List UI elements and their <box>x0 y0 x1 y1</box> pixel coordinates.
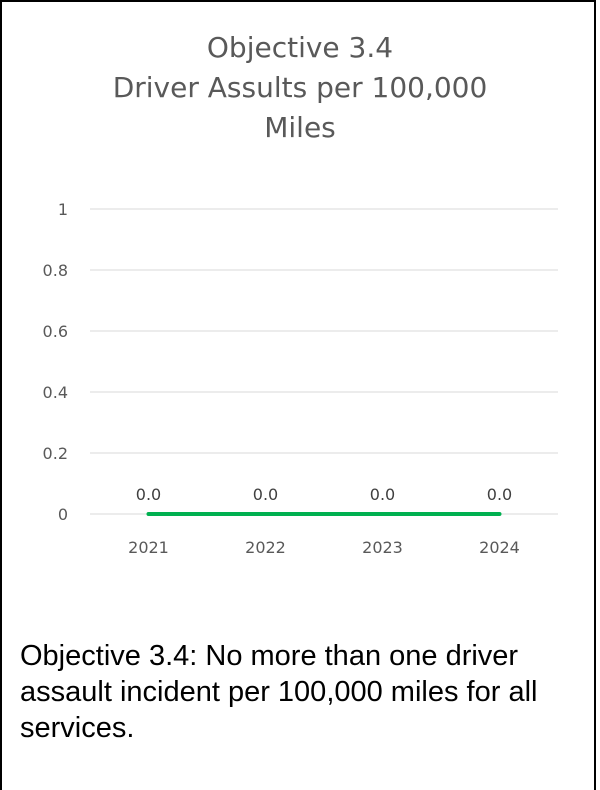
line-chart: 0 0.2 0.4 0.6 0.8 1 2021 2022 2023 2024 0.0 0.0 0.0 0… <box>43 200 558 557</box>
y-tick-label-0: 0 <box>58 505 68 524</box>
y-tick-label-2: 0.4 <box>43 383 68 402</box>
x-tick-label-3: 2024 <box>479 538 520 557</box>
data-point-3 <box>498 512 501 516</box>
data-label-2: 0.0 <box>370 485 395 504</box>
chart-title-line-2: Driver Assults per 100,000 <box>112 71 488 104</box>
data-label-0: 0.0 <box>136 485 161 504</box>
chart-title-line-1: Objective 3.4 <box>206 31 394 64</box>
chart-title-line-3: Miles <box>264 111 336 144</box>
y-tick-label-4: 0.8 <box>43 261 68 280</box>
data-point-1 <box>264 512 267 516</box>
objective-caption: Objective 3.4: No more than one driver a… <box>20 640 538 744</box>
y-tick-label-3: 0.6 <box>43 322 68 341</box>
x-tick-label-1: 2022 <box>245 538 286 557</box>
y-tick-label-5: 1 <box>58 200 68 219</box>
x-tick-label-0: 2021 <box>128 538 169 557</box>
data-label-1: 0.0 <box>253 485 278 504</box>
chart-title: Objective 3.4 Driver Assults per 100,000… <box>40 28 560 148</box>
y-tick-label-1: 0.2 <box>43 444 68 463</box>
x-tick-label-2: 2023 <box>362 538 403 557</box>
data-point-2 <box>381 512 384 516</box>
data-label-3: 0.0 <box>487 485 512 504</box>
data-point-0 <box>147 512 150 516</box>
